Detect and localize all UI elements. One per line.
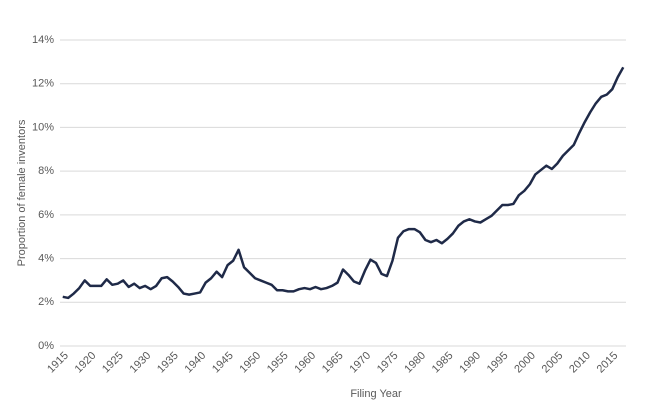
- x-tick-label: 2005: [540, 350, 566, 376]
- x-tick-label: 1985: [430, 350, 456, 376]
- x-tick-label: 2010: [567, 350, 593, 376]
- data-line: [62, 66, 625, 300]
- x-tick-label: 1925: [100, 350, 126, 376]
- x-tick-label: 2015: [595, 350, 621, 376]
- x-tick-label: 1980: [402, 350, 428, 376]
- y-tick-label: 12%: [32, 78, 54, 90]
- x-tick-label: 1920: [73, 350, 99, 376]
- y-tick-label: 10%: [32, 121, 54, 133]
- x-tick-label: 1915: [45, 350, 71, 376]
- x-tick-label: 1945: [210, 350, 236, 376]
- y-tick-label: 0%: [38, 340, 54, 352]
- x-tick-label: 1950: [237, 350, 263, 376]
- y-tick-label: 8%: [38, 165, 54, 177]
- y-tick-label: 14%: [32, 34, 54, 46]
- x-tick-label: 1990: [457, 350, 483, 376]
- y-axis-label: Proportion of female inventors: [16, 119, 28, 266]
- x-axis-label: Filing Year: [350, 388, 402, 400]
- x-tick-label: 1975: [375, 350, 401, 376]
- y-tick-label: 2%: [38, 296, 54, 308]
- y-tick-label: 6%: [38, 209, 54, 221]
- y-tick-label: 4%: [38, 252, 54, 264]
- x-tick-label: 1970: [347, 350, 373, 376]
- x-tick-label: 1965: [320, 350, 346, 376]
- x-tick-label: 1955: [265, 350, 291, 376]
- x-tick-label: 1930: [128, 350, 154, 376]
- x-tick-label: 1960: [292, 350, 318, 376]
- x-tick-label: 1995: [485, 350, 511, 376]
- x-tick-label: 2000: [512, 350, 538, 376]
- x-tick-label: 1935: [155, 350, 181, 376]
- x-tick-label: 1940: [183, 350, 209, 376]
